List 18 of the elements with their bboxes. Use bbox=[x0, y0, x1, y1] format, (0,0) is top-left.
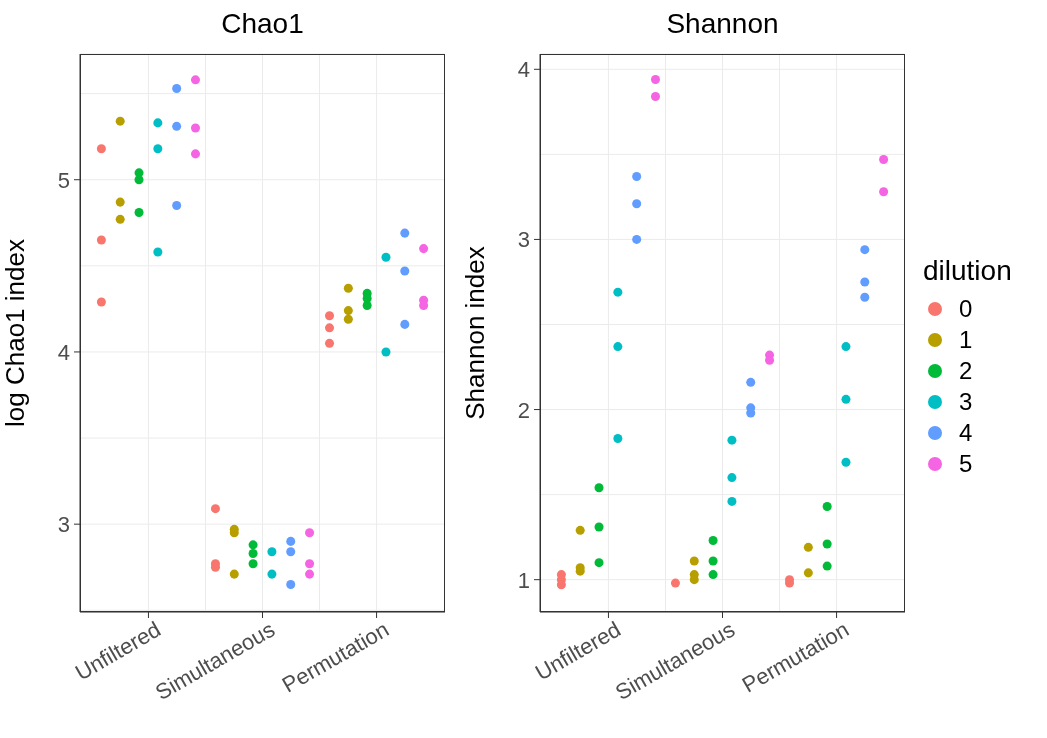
legend-label: 3 bbox=[959, 387, 973, 416]
chart-title: Chao1 bbox=[220, 8, 305, 40]
y-tick-label: 2 bbox=[517, 397, 530, 423]
legend-label: 0 bbox=[959, 294, 973, 323]
legend-label: 1 bbox=[959, 325, 973, 354]
y-tick-label: 4 bbox=[57, 339, 70, 365]
y-axis-title: Shannon index bbox=[460, 246, 490, 420]
chart-title: Shannon bbox=[665, 8, 780, 40]
legend-title: dilution bbox=[923, 255, 1012, 287]
legend-label: 5 bbox=[959, 449, 973, 478]
y-tick-label: 3 bbox=[517, 227, 530, 253]
y-tick-label: 3 bbox=[57, 512, 70, 538]
y-tick-label: 5 bbox=[57, 167, 70, 193]
y-tick-label: 1 bbox=[517, 567, 530, 593]
y-tick-label: 4 bbox=[517, 57, 530, 83]
legend-label: 2 bbox=[959, 356, 973, 385]
legend-label: 4 bbox=[959, 418, 973, 447]
y-axis-title: log Chao1 index bbox=[0, 239, 30, 427]
